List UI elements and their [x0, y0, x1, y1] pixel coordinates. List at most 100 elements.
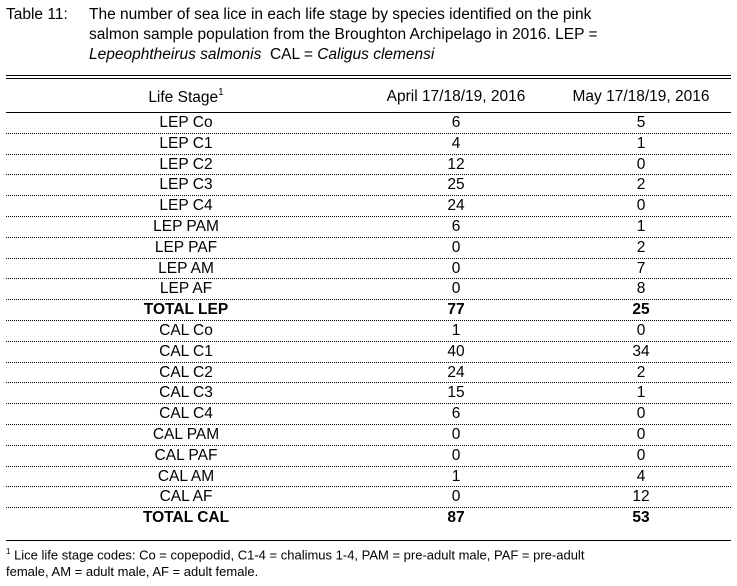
table-row: LEP C1 4 1: [6, 134, 731, 155]
cell-april: 0: [451, 280, 461, 298]
header-rule: [6, 112, 731, 113]
cell-may: 12: [632, 488, 650, 506]
cell-may: 8: [636, 280, 646, 298]
table-row: CAL C3 15 1: [6, 383, 731, 405]
cal-label: CAL =: [261, 46, 318, 63]
cell-may: 0: [636, 446, 646, 464]
cell-may: 0: [636, 405, 646, 423]
table-total-row: TOTAL CAL 87 53: [6, 508, 731, 529]
cell-may: 5: [636, 114, 646, 131]
cal-species-name: Caligus clemensi: [317, 46, 435, 63]
cell-life-stage: LEP C3: [159, 176, 213, 194]
cell-life-stage: LEP C2: [159, 155, 213, 173]
header-life-stage: Life Stage1: [148, 87, 224, 107]
table-row: LEP AF 0 8: [6, 279, 731, 301]
cell-may: 25: [632, 301, 650, 319]
cell-april: 25: [447, 176, 465, 194]
cell-life-stage: LEP C4: [159, 197, 213, 215]
cell-may: 2: [636, 363, 646, 381]
cell-april: 87: [447, 509, 465, 527]
header-footnote-marker: 1: [218, 87, 224, 98]
footnote-marker: 1: [6, 547, 11, 556]
table-row: CAL C1 40 34: [6, 342, 731, 363]
table-row: LEP C2 12 0: [6, 155, 731, 176]
header-may: May 17/18/19, 2016: [572, 88, 710, 105]
cell-may: 2: [636, 238, 646, 256]
caption-line-2: salmon sample population from the Brough…: [89, 26, 598, 43]
cell-april: 24: [447, 197, 465, 215]
cell-may: 0: [636, 155, 646, 173]
cell-may: 2: [636, 176, 646, 194]
cell-may: 0: [636, 425, 646, 443]
cell-life-stage: CAL C1: [159, 342, 213, 360]
footnote: 1 Lice life stage codes: Co = copepodid,…: [6, 543, 731, 580]
cell-life-stage: TOTAL LEP: [143, 301, 229, 319]
table-row: LEP PAF 0 2: [6, 238, 731, 259]
table-row: LEP Co 6 5: [6, 113, 731, 134]
cell-life-stage: CAL C2: [159, 363, 213, 381]
cell-april: 0: [451, 446, 461, 464]
cell-april: 1: [451, 467, 461, 485]
header-april: April 17/18/19, 2016: [386, 88, 526, 105]
table-total-row: TOTAL LEP 77 25: [6, 300, 731, 321]
cell-april: 24: [447, 363, 465, 381]
cell-april: 1: [451, 321, 461, 339]
table-row: LEP PAM 6 1: [6, 217, 731, 238]
table-row: CAL PAM 0 0: [6, 425, 731, 446]
table-bottom-rule: [6, 540, 731, 541]
table-top-rule: [6, 75, 731, 76]
table-row: CAL AM 1 4: [6, 467, 731, 488]
table-row: LEP C3 25 2: [6, 175, 731, 197]
cell-april: 0: [451, 425, 461, 443]
table-row: CAL C2 24 2: [6, 363, 731, 384]
table-row: CAL AF 0 12: [6, 487, 731, 509]
cell-life-stage: LEP AF: [159, 280, 213, 298]
table-label: Table 11:: [6, 6, 68, 23]
cell-april: 0: [451, 238, 461, 256]
cell-life-stage: LEP C1: [159, 134, 213, 152]
table-body: LEP Co 6 5 LEP C1 4 1 LEP C2 12 0 LEP C3 25 2 LEP C4…: [6, 113, 731, 529]
cell-life-stage: CAL AM: [157, 467, 215, 485]
cell-life-stage: CAL PAM: [152, 425, 220, 443]
table-row: LEP C4 24 0: [6, 196, 731, 217]
caption-line-3: Lepeophtheirus salmonis CAL = Caligus cl…: [89, 45, 729, 65]
cell-april: 0: [451, 259, 461, 277]
caption-line-1: The number of sea lice in each life stag…: [89, 6, 592, 23]
cell-may: 1: [636, 384, 646, 402]
cell-april: 6: [451, 405, 461, 423]
table-row: CAL PAF 0 0: [6, 446, 731, 467]
cell-may: 0: [636, 197, 646, 215]
cell-april: 77: [447, 301, 465, 319]
cell-april: 6: [451, 114, 461, 131]
cell-life-stage: CAL C4: [159, 405, 213, 423]
cell-april: 4: [451, 134, 461, 152]
cell-april: 15: [447, 384, 465, 402]
table-row: LEP AM 0 7: [6, 259, 731, 280]
cell-life-stage: TOTAL CAL: [142, 509, 230, 527]
table-row: CAL Co 1 0: [6, 321, 731, 342]
cell-life-stage: CAL PAF: [154, 446, 218, 464]
cell-may: 1: [636, 217, 646, 235]
cell-may: 1: [636, 134, 646, 152]
table-top-rule-second: [6, 78, 731, 79]
cell-life-stage: LEP Co: [159, 114, 213, 131]
cell-april: 6: [451, 217, 461, 235]
footnote-text: Lice life stage codes: Co = copepodid, C…: [10, 547, 585, 563]
cell-may: 4: [636, 467, 646, 485]
cell-life-stage: LEP PAF: [154, 238, 218, 256]
caption-text: The number of sea lice in each life stag…: [89, 5, 729, 65]
cell-may: 7: [636, 259, 646, 277]
cell-life-stage: LEP PAM: [153, 217, 219, 235]
cell-april: 0: [451, 488, 461, 506]
footnote-text-line-2: female, AM = adult male, AF = adult fema…: [6, 564, 259, 580]
cell-may: 53: [632, 509, 650, 527]
lep-species-name: Lepeophtheirus salmonis: [89, 46, 262, 63]
cell-may: 34: [632, 342, 650, 360]
table-row: CAL C4 6 0: [6, 404, 731, 425]
cell-life-stage: CAL Co: [159, 321, 213, 339]
cell-life-stage: CAL C3: [159, 384, 213, 402]
cell-april: 12: [447, 155, 465, 173]
cell-may: 0: [636, 321, 646, 339]
cell-life-stage: LEP AM: [158, 259, 214, 277]
cell-april: 40: [447, 342, 465, 360]
